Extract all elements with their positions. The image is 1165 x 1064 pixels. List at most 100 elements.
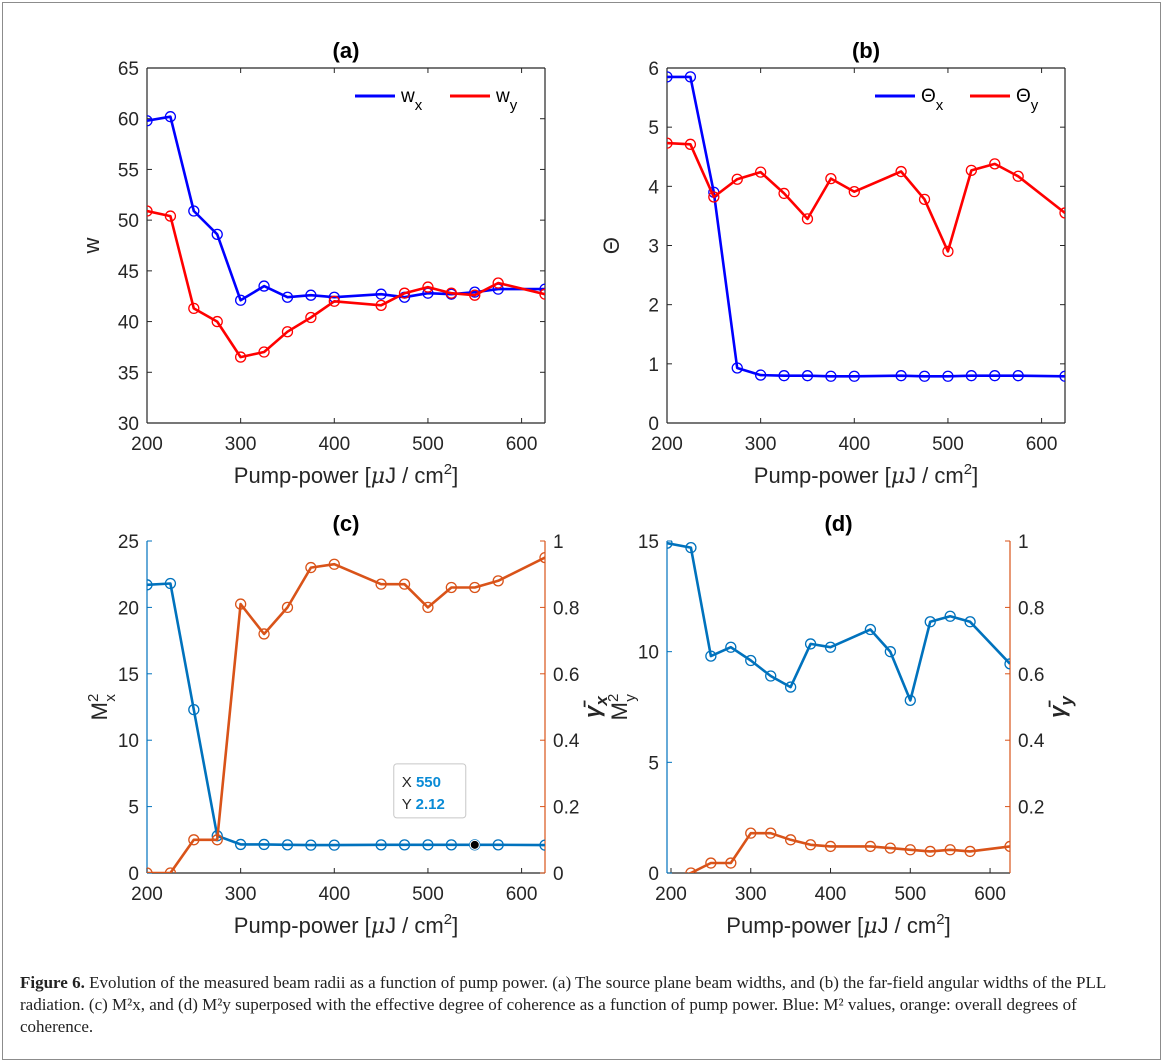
- data-point: [864, 623, 877, 636]
- data-point: [942, 245, 954, 258]
- y-right-tick-label: 0.4: [553, 731, 580, 752]
- data-point: [754, 369, 767, 381]
- data-point: [539, 283, 545, 295]
- x-tick-label: 500: [412, 434, 444, 455]
- data-point: [731, 362, 743, 374]
- data-point: [708, 191, 720, 203]
- data-point: [147, 115, 153, 127]
- data-point: [725, 857, 737, 869]
- data-point: [281, 291, 294, 303]
- legend-label-1: Θy: [1016, 86, 1039, 114]
- caption-text: Evolution of the measured beam radii as …: [20, 973, 1106, 1036]
- data-point: [469, 289, 481, 301]
- data-point: [234, 838, 247, 851]
- data-point: [305, 289, 317, 301]
- data-point: [258, 628, 270, 640]
- data-point: [492, 839, 504, 851]
- y-tick-label: 0: [648, 414, 659, 435]
- y-right-tick-label: 0.8: [1018, 598, 1044, 619]
- data-point: [445, 839, 458, 851]
- y-axis-label-right: γ̄y: [1045, 695, 1076, 718]
- x-tick-label: 500: [412, 884, 444, 905]
- data-point: [784, 834, 797, 846]
- data-point: [211, 834, 223, 846]
- y-tick-label: 60: [118, 110, 139, 131]
- data-point: [944, 844, 956, 856]
- plot-area: [147, 111, 545, 363]
- x-tick-label: 600: [1026, 434, 1058, 455]
- x-tick-label: 400: [838, 434, 870, 455]
- data-point: [904, 694, 916, 707]
- y-tick-label: 2: [648, 296, 659, 317]
- y-tick-label: 20: [118, 598, 139, 619]
- data-point: [492, 277, 504, 289]
- data-point: [539, 288, 545, 300]
- y-axis-label-left: M2x: [85, 694, 119, 721]
- data-point: [765, 827, 777, 839]
- data-point: [824, 840, 837, 853]
- data-point: [305, 839, 317, 851]
- series-line-1: [687, 831, 1010, 873]
- y-right-tick-label: 0: [553, 864, 564, 885]
- x-tick-label: 500: [932, 434, 964, 455]
- legend-label-1: wy: [495, 86, 518, 114]
- data-point: [258, 346, 270, 358]
- data-point: [895, 165, 907, 178]
- y-right-tick-label: 0.2: [553, 798, 579, 819]
- caption-label: Figure 6.: [20, 973, 85, 992]
- data-point: [778, 370, 790, 382]
- y-tick-label: 0: [648, 864, 659, 885]
- data-point: [328, 839, 340, 851]
- data-point: [705, 857, 717, 869]
- y-tick-label: 1: [648, 355, 659, 376]
- y-tick-label: 6: [648, 59, 659, 80]
- panel-d: 200 300 400 500 600 0 5 10 15 0.2 0.4 0.6 0.8 1 (d) Pum…: [605, 511, 1076, 939]
- y-tick-label: 10: [118, 731, 139, 752]
- series-line-1: [667, 141, 1065, 253]
- data-point: [492, 575, 504, 587]
- y-tick-label: 50: [118, 211, 139, 232]
- y-tick-label: 25: [118, 532, 139, 553]
- panel-b: 200 300 400 500 600 0 1 2 3 4 5 6 (b) Pump-power [μJ …: [599, 38, 1066, 489]
- data-point: [989, 158, 1001, 170]
- y-right-tick-label: 0.6: [553, 665, 579, 686]
- x-tick-label: 300: [735, 884, 767, 905]
- data-point: [825, 172, 837, 185]
- data-point: [398, 839, 411, 851]
- data-point: [445, 287, 458, 299]
- data-point: [328, 295, 340, 307]
- data-point: [667, 541, 673, 549]
- data-point: [965, 370, 978, 382]
- data-point: [188, 834, 200, 846]
- data-point: [685, 867, 697, 873]
- data-point: [445, 581, 458, 594]
- legend-label-0: Θx: [921, 86, 944, 114]
- data-point: [864, 840, 877, 853]
- legend: Θx Θy: [875, 86, 1039, 114]
- data-point: [1059, 370, 1065, 382]
- data-point: [188, 302, 200, 315]
- plot-area: [667, 71, 1065, 382]
- data-point: [539, 839, 545, 851]
- y-tick-label: 3: [648, 237, 659, 258]
- panel-a: 200 300 400 500 600 30 35 40 45 50 55 60 65 (a) Pump-p…: [79, 38, 546, 489]
- y-tick-label: 0: [128, 864, 139, 885]
- data-point: [328, 558, 340, 570]
- data-point: [804, 638, 817, 650]
- data-point: [685, 541, 697, 554]
- y-tick-label: 55: [118, 160, 139, 181]
- x-tick-label: 200: [655, 884, 687, 905]
- data-point: [884, 842, 896, 854]
- data-point: [258, 838, 270, 851]
- series-line-1: [147, 556, 545, 873]
- plot-area: [147, 551, 545, 873]
- data-point: [705, 650, 717, 662]
- data-point: [965, 164, 978, 177]
- x-axis-label: Pump-power [μJ / cm2]: [234, 911, 458, 939]
- data-point: [164, 867, 177, 873]
- x-tick-label: 600: [506, 434, 538, 455]
- data-point: [964, 845, 976, 858]
- data-point: [305, 561, 317, 574]
- data-point: [765, 670, 777, 682]
- series-line-1: [147, 209, 545, 359]
